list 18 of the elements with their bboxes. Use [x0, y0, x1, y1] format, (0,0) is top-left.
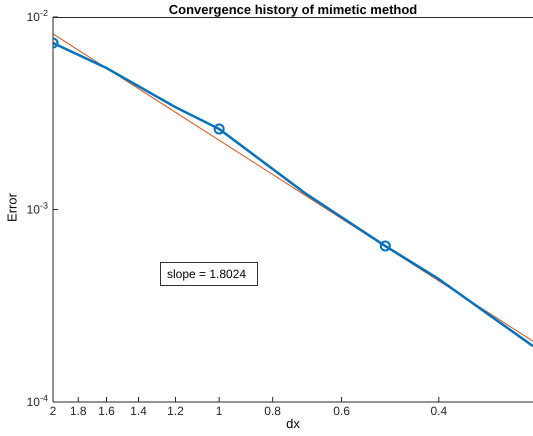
x-tick-label: 1.6: [98, 404, 116, 418]
point: [380, 240, 391, 252]
y-tick-label: 10$^{-2}$: [26, 8, 48, 24]
y-tick-label: 10$^{-3}$: [26, 200, 48, 216]
point: [214, 123, 225, 134]
y-tick-label: 10$^{-4}$: [26, 393, 48, 409]
x-tick-label: 0.8: [264, 404, 282, 418]
x-tick-label: 1: [216, 404, 223, 418]
x-tick-label: 1.4: [130, 404, 148, 418]
chart-title: Convergence history of mimetic method: [168, 2, 418, 17]
x-axis-title: dx: [286, 416, 300, 431]
x-tick-label: 0.4: [430, 404, 448, 418]
x-tick-label: 1.2: [167, 404, 184, 418]
x-tick-label: 2: [50, 404, 57, 418]
x-tick-label: 1.8: [70, 404, 87, 418]
annotation: slope = 1.8024: [160, 262, 258, 286]
x-tick-label: 0.6: [333, 404, 350, 418]
y-axis-title: Error: [4, 192, 20, 224]
